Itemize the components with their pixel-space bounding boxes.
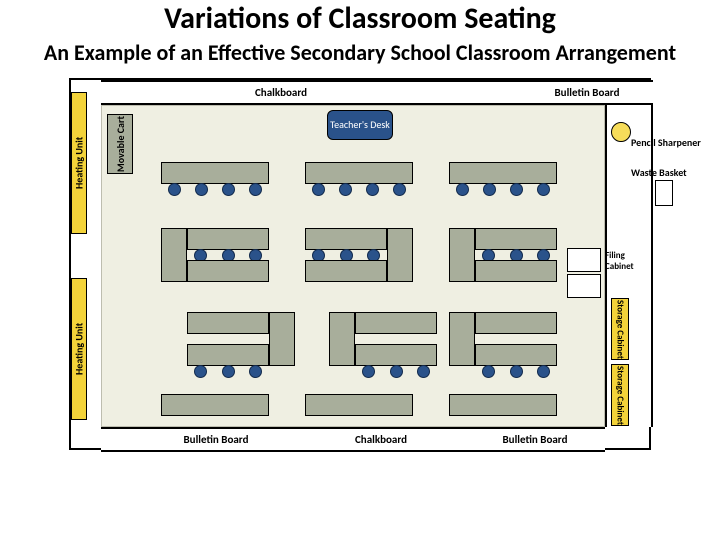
seat [537,365,550,378]
seat [483,183,496,196]
student-desk [355,312,437,334]
waste-basket-label: Waste Basket [631,166,701,179]
student-desk [305,228,387,250]
teachers-desk: Teacher's Desk [327,110,393,140]
filing-cabinet [567,274,601,298]
seat [417,365,430,378]
student-desk [449,394,557,416]
student-desk [475,344,557,366]
chalkboard-label-bottom: Chalkboard [321,433,441,446]
student-desk [475,312,557,334]
seat [510,183,523,196]
bulletin-board-label-top: Bulletin Board [527,86,647,99]
student-desk [475,228,557,250]
student-desk [475,260,557,282]
waste-basket-icon [655,180,673,206]
seat [366,183,379,196]
student-desk [305,162,413,184]
student-desk [355,344,437,366]
bulletin-board-label-bottom-left: Bulletin Board [151,433,281,446]
chalkboard-label-top: Chalkboard [191,86,371,99]
seat [312,183,325,196]
heating-unit: Heating Unit [71,278,87,420]
seat [222,365,235,378]
filing-cabinet-label: Filing Cabinet [605,250,649,272]
seat [510,365,523,378]
seat [249,183,262,196]
seat [390,365,403,378]
student-desk [449,228,475,282]
movable-cart: Movable Cart [107,114,133,174]
pencil-sharpener-icon [611,122,631,142]
student-desk [387,228,413,282]
student-desk [187,312,269,334]
storage-cabinet: Storage Cabinet [611,364,629,426]
seat [249,365,262,378]
student-desk [305,394,413,416]
pencil-sharpener-label: Pencil Sharpener [631,136,701,149]
student-desk [449,162,557,184]
page-subtitle: An Example of an Effective Secondary Sch… [0,39,720,66]
student-desk [187,228,269,250]
student-desk [329,312,355,366]
seat [537,183,550,196]
student-desk [187,344,269,366]
student-desk [161,162,269,184]
student-desk [161,394,269,416]
seat [168,183,181,196]
heating-unit: Heating Unit [71,92,87,234]
seat [222,183,235,196]
student-desk [161,228,187,282]
student-desk [269,312,295,366]
seat [339,183,352,196]
student-desk [305,260,387,282]
seat [456,183,469,196]
student-desk [449,312,475,366]
student-desk [187,260,269,282]
storage-cabinet: Storage Cabinet [611,298,629,360]
bulletin-board-label-bottom-right: Bulletin Board [475,433,595,446]
classroom-diagram: Heating Unit Heating Unit Movable Cart Chal… [69,78,651,450]
page-title: Variations of Classroom Seating [0,0,720,37]
filing-cabinet [567,248,601,272]
seat [393,183,406,196]
seat [195,183,208,196]
